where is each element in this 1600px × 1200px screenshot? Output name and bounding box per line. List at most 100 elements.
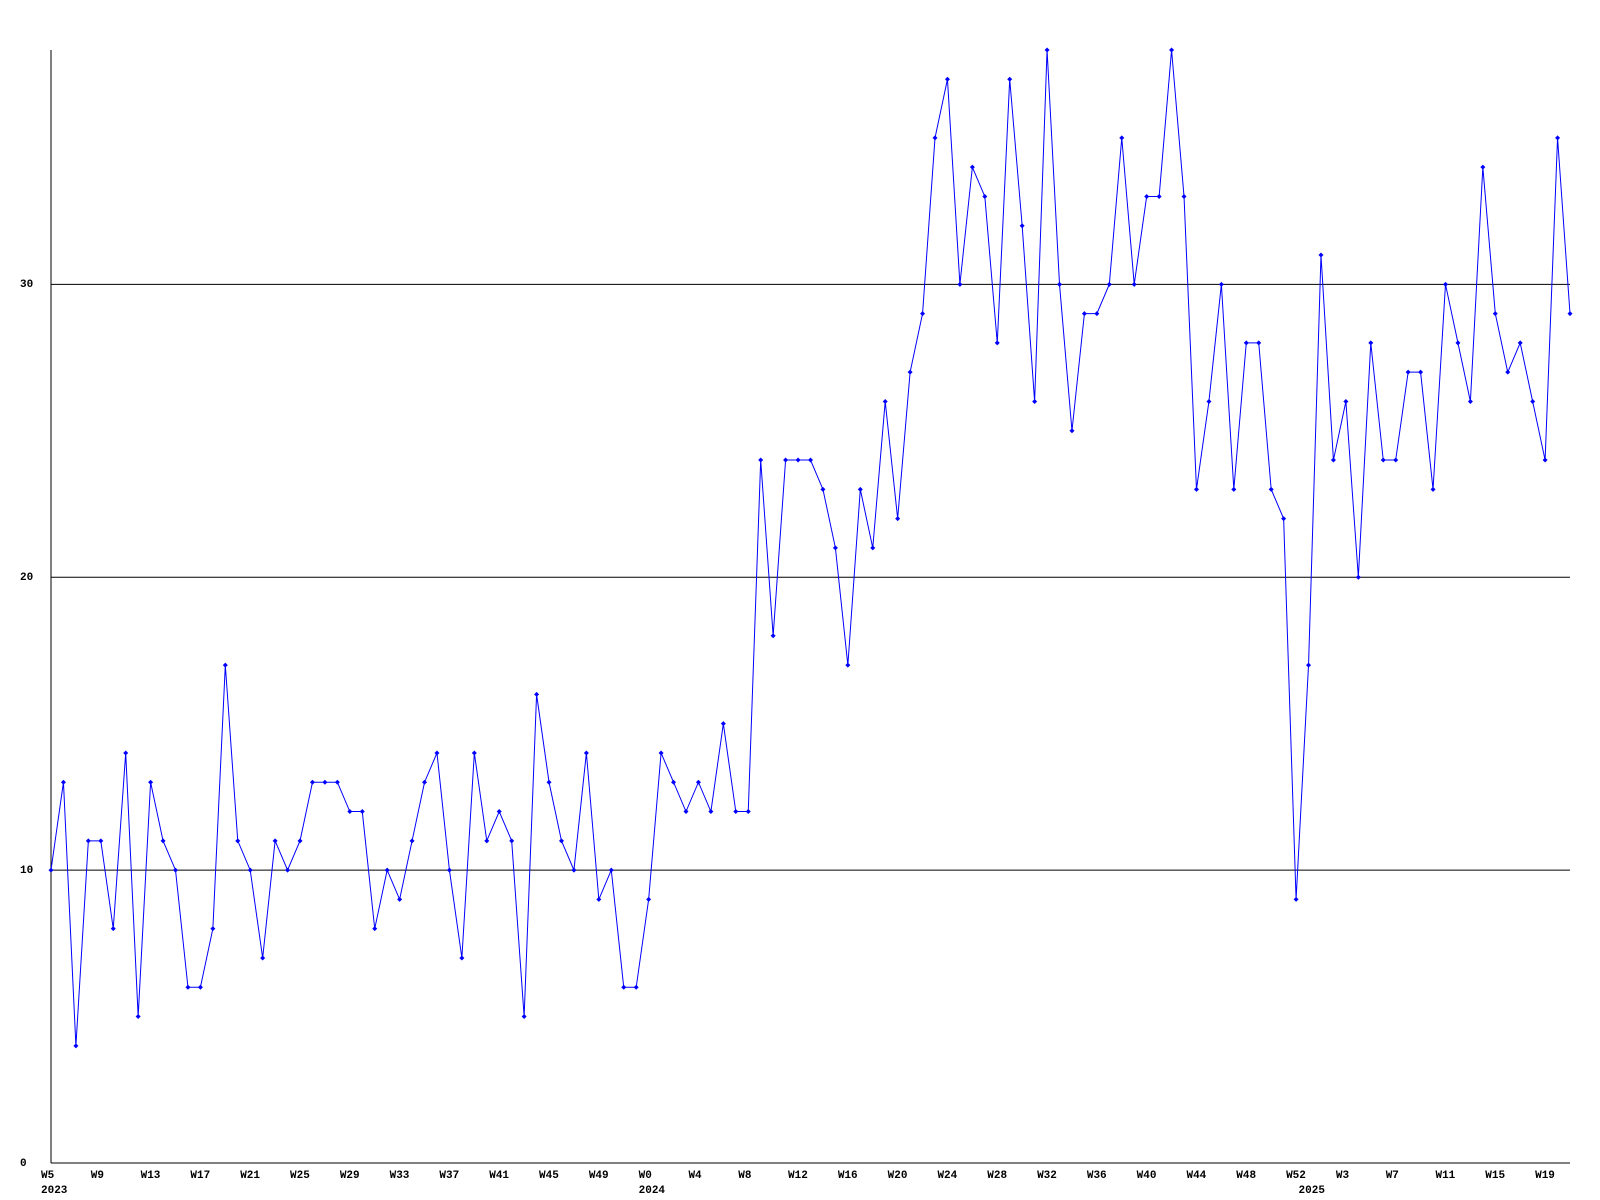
data-point — [895, 516, 901, 522]
x-tick-label: W0 — [639, 1170, 652, 1182]
x-tick-label: W20 — [888, 1170, 908, 1182]
data-point — [1243, 340, 1249, 346]
data-point — [322, 779, 328, 785]
data-point — [1330, 457, 1336, 463]
data-point — [1517, 340, 1523, 346]
data-point — [1032, 398, 1038, 404]
data-point — [920, 311, 926, 317]
data-point — [1430, 486, 1436, 492]
y-tick-label: 20 — [20, 572, 33, 584]
data-point — [957, 281, 963, 287]
data-point — [98, 838, 104, 844]
data-point — [621, 984, 627, 990]
data-point — [1144, 193, 1150, 199]
data-point — [832, 545, 838, 551]
x-tick-label: W7 — [1386, 1170, 1399, 1182]
x-tick-label: W49 — [589, 1170, 609, 1182]
data-point — [1530, 398, 1536, 404]
data-point — [1542, 457, 1548, 463]
data-point — [1442, 281, 1448, 287]
data-point — [1368, 340, 1374, 346]
data-point — [1306, 662, 1312, 668]
x-tick-label: W41 — [489, 1170, 509, 1182]
data-point — [1044, 47, 1050, 53]
data-point — [210, 926, 216, 932]
x-tick-label: W52 — [1286, 1170, 1306, 1182]
data-point — [1131, 281, 1137, 287]
data-point — [135, 1014, 141, 1020]
data-point — [185, 984, 191, 990]
data-point — [571, 867, 577, 873]
x-tick-label: W32 — [1037, 1170, 1057, 1182]
data-point — [683, 809, 689, 815]
data-point — [733, 809, 739, 815]
data-point — [384, 867, 390, 873]
data-point — [1069, 428, 1075, 434]
data-point — [359, 809, 365, 815]
data-point — [1467, 398, 1473, 404]
data-point — [857, 486, 863, 492]
x-tick-label: W44 — [1186, 1170, 1206, 1182]
data-point — [1019, 223, 1025, 229]
x-tick-label: W21 — [240, 1170, 260, 1182]
data-point — [123, 750, 129, 756]
data-point — [446, 867, 452, 873]
data-point — [60, 779, 66, 785]
x-tick-label: W11 — [1435, 1170, 1455, 1182]
data-point — [1567, 311, 1573, 317]
data-point — [1343, 398, 1349, 404]
data-point — [334, 779, 340, 785]
x-year-label: 2025 — [1299, 1185, 1326, 1197]
data-line — [50, 49, 1571, 1046]
data-point — [745, 809, 751, 815]
data-point — [496, 809, 502, 815]
data-point — [197, 984, 203, 990]
x-tick-label: W25 — [290, 1170, 310, 1182]
data-point — [882, 398, 888, 404]
data-point — [1480, 164, 1486, 170]
x-tick-label: W15 — [1485, 1170, 1505, 1182]
x-tick-label: W36 — [1087, 1170, 1107, 1182]
data-point — [1206, 398, 1212, 404]
data-point — [1081, 311, 1087, 317]
data-point — [521, 1014, 527, 1020]
x-tick-label: W29 — [340, 1170, 360, 1182]
data-point — [1193, 486, 1199, 492]
x-tick-label: W4 — [688, 1170, 702, 1182]
data-point — [222, 662, 228, 668]
x-tick-label: W40 — [1137, 1170, 1157, 1182]
data-point — [73, 1043, 79, 1049]
data-point — [1119, 135, 1125, 141]
x-tick-label: W24 — [937, 1170, 957, 1182]
data-point — [1106, 281, 1112, 287]
data-point — [583, 750, 589, 756]
data-point — [1355, 574, 1361, 580]
data-point — [558, 838, 564, 844]
x-tick-label: W48 — [1236, 1170, 1256, 1182]
data-point — [484, 838, 490, 844]
data-point — [907, 369, 913, 375]
data-point — [509, 838, 515, 844]
data-point — [1393, 457, 1399, 463]
x-tick-label: W37 — [439, 1170, 459, 1182]
x-tick-label: W9 — [91, 1170, 104, 1182]
data-point — [1281, 516, 1287, 522]
data-point — [48, 867, 54, 873]
x-tick-label: W3 — [1336, 1170, 1350, 1182]
data-point — [783, 457, 789, 463]
data-point — [1181, 193, 1187, 199]
data-point — [1492, 311, 1498, 317]
data-point — [110, 926, 116, 932]
data-point — [372, 926, 378, 932]
data-point — [944, 76, 950, 82]
x-tick-label: W45 — [539, 1170, 559, 1182]
x-tick-label: W16 — [838, 1170, 858, 1182]
x-tick-label: W19 — [1535, 1170, 1555, 1182]
data-point — [845, 662, 851, 668]
data-point — [260, 955, 266, 961]
data-point — [1169, 47, 1175, 53]
data-point — [932, 135, 938, 141]
data-point — [1318, 252, 1324, 258]
data-point — [1007, 76, 1013, 82]
